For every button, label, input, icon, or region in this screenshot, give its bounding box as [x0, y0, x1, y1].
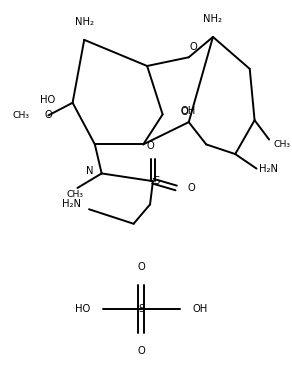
- Text: O: O: [190, 43, 197, 53]
- Text: H₂N: H₂N: [62, 200, 81, 209]
- Text: NH₂: NH₂: [204, 14, 223, 24]
- Text: CH₃: CH₃: [66, 190, 83, 199]
- Text: O: O: [180, 107, 188, 117]
- Text: O: O: [138, 346, 145, 356]
- Text: N: N: [86, 166, 94, 176]
- Text: S: S: [138, 304, 145, 314]
- Text: HO: HO: [75, 304, 90, 314]
- Text: S: S: [154, 176, 160, 186]
- Text: H₂N: H₂N: [259, 164, 279, 173]
- Text: HO: HO: [40, 95, 55, 105]
- Text: O: O: [44, 110, 52, 120]
- Text: NH₂: NH₂: [75, 17, 94, 27]
- Text: O: O: [188, 183, 196, 193]
- Text: OH: OH: [193, 304, 208, 314]
- Text: CH₃: CH₃: [274, 140, 291, 149]
- Text: CH₃: CH₃: [12, 111, 29, 120]
- Text: O: O: [146, 141, 154, 151]
- Text: OH: OH: [180, 106, 195, 116]
- Text: O: O: [138, 262, 145, 272]
